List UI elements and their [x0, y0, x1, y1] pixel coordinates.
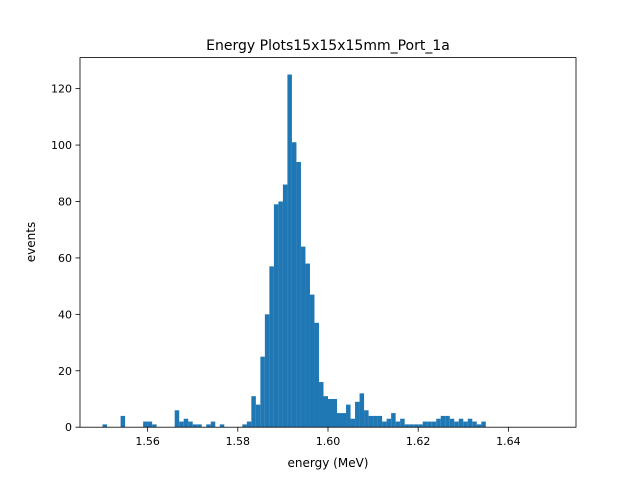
y-axis-label: events [24, 222, 38, 262]
histogram-bar [192, 424, 198, 428]
histogram-bar [120, 415, 126, 428]
histogram-bar [341, 413, 347, 428]
histogram-bar [323, 396, 328, 428]
histogram-bar [296, 161, 301, 428]
histogram-bar [431, 421, 437, 428]
x-tick-label: 1.60 [316, 435, 341, 448]
y-tick-label: 120 [51, 83, 72, 96]
histogram-bar [183, 418, 189, 428]
y-tick-label: 40 [58, 308, 72, 321]
histogram-bar [409, 424, 414, 428]
histogram-bar [346, 404, 351, 428]
histogram-bar [174, 410, 180, 428]
histogram-bar [318, 382, 324, 428]
histogram-bar [143, 421, 148, 428]
histogram-bar [355, 401, 360, 428]
histogram-bar [264, 314, 270, 428]
histogram-bar [395, 421, 401, 428]
histogram-bar [291, 142, 297, 428]
histogram-bar [102, 424, 108, 428]
histogram-bar [481, 421, 486, 428]
histogram-bar [255, 404, 261, 428]
histogram-bar [251, 396, 256, 428]
x-tick-label: 1.64 [496, 435, 521, 448]
histogram-bar [328, 398, 333, 428]
histogram-bar [314, 322, 319, 428]
y-tick-label: 0 [65, 421, 72, 434]
histogram-bar [377, 415, 383, 428]
histogram-bar [418, 424, 423, 428]
histogram-bar [440, 415, 446, 428]
histogram-bar [445, 415, 450, 428]
histogram-bar [305, 263, 310, 428]
y-tick-label: 100 [51, 139, 72, 152]
histogram-bar [278, 201, 283, 428]
histogram-bar [206, 424, 211, 428]
histogram-bar [152, 424, 157, 428]
histogram-bar [463, 421, 468, 428]
histogram-bar [260, 356, 265, 428]
histogram-bar [188, 421, 193, 428]
x-axis-ticks: 1.56 1.58 1.60 1.62 1.64 [135, 427, 521, 448]
histogram-bar [373, 415, 378, 428]
histogram-bar [179, 421, 184, 428]
histogram-bar [413, 424, 419, 428]
histogram-bar [472, 421, 477, 428]
histogram-bar [391, 413, 396, 428]
histogram-bar [454, 421, 459, 428]
histogram-bar [287, 74, 292, 428]
histogram-bar [368, 415, 374, 428]
histogram-bar [273, 204, 279, 428]
histogram-bar [332, 398, 338, 428]
histogram-bar [350, 418, 356, 428]
histogram-bar [427, 421, 432, 428]
histogram-bar [242, 424, 247, 428]
histogram-bar [476, 424, 482, 428]
histogram-bar [436, 418, 441, 428]
histogram-bar [197, 424, 202, 428]
histogram-bar [300, 246, 306, 428]
histogram-bar [282, 184, 288, 428]
histogram-bar [147, 421, 153, 428]
histogram-bar [400, 418, 405, 428]
histogram-bar [309, 294, 315, 428]
histogram-bar [458, 418, 464, 428]
histogram-bar [359, 393, 365, 428]
x-tick-label: 1.58 [226, 435, 251, 448]
y-tick-label: 80 [58, 195, 72, 208]
chart-title: Energy Plots15x15x15mm_Port_1a [206, 38, 450, 54]
histogram-bar [467, 418, 473, 428]
y-tick-label: 20 [58, 365, 72, 378]
histogram-bar [404, 424, 410, 428]
histogram-bar [422, 421, 428, 428]
y-axis-ticks: 0 20 40 60 80 100 120 [51, 83, 80, 434]
y-tick-label: 60 [58, 252, 72, 265]
histogram-bar [364, 410, 369, 428]
histogram-bar [386, 418, 392, 428]
histogram-bar [449, 418, 455, 428]
histogram-bar [269, 266, 274, 428]
bars-group [102, 74, 486, 428]
histogram-bar [219, 424, 225, 428]
x-tick-label: 1.62 [406, 435, 431, 448]
x-axis-label: energy (MeV) [288, 456, 369, 470]
histogram-bar [210, 421, 216, 428]
histogram-bar [246, 421, 252, 428]
histogram-bar [382, 421, 387, 428]
histogram-bar [337, 413, 342, 428]
x-tick-label: 1.56 [135, 435, 160, 448]
